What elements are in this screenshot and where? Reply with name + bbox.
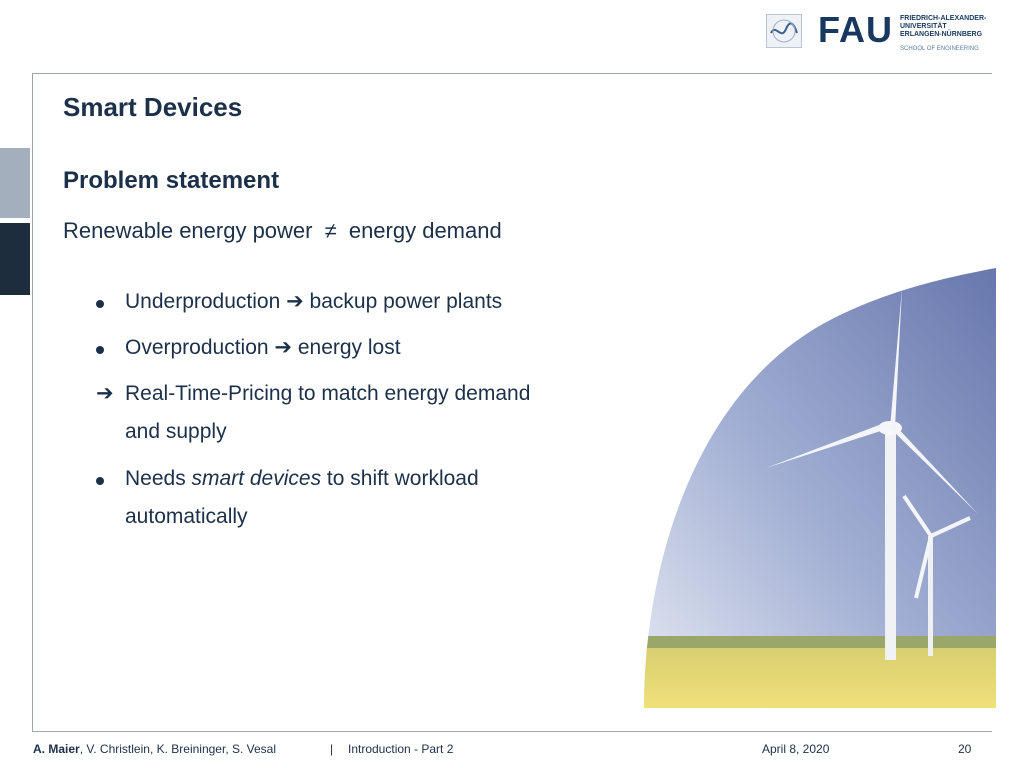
- frame-top-line: [32, 73, 992, 74]
- wind-turbine-illustration: [644, 268, 996, 708]
- bullet-dot-icon: [96, 346, 104, 354]
- footer-separator: |: [330, 742, 334, 756]
- school-name: SCHOOL OF ENGINEERING: [900, 46, 979, 52]
- not-equal-symbol: ≠: [324, 218, 337, 243]
- fau-logo: FAU: [818, 9, 893, 50]
- bullet-text-continued: automatically: [125, 505, 248, 528]
- footer-course: Introduction - Part 2: [348, 742, 454, 756]
- arrow-right-icon: ➔: [96, 382, 114, 405]
- bullet-text: Needs smart devices to shift workload: [125, 467, 479, 490]
- bullet-text: Underproduction ➔ backup power plants: [125, 290, 503, 313]
- institute-logo-icon: [766, 14, 802, 48]
- section-subtitle: Problem statement: [63, 167, 280, 194]
- bullet-text-continued: and supply: [125, 420, 227, 443]
- bullet-dot-icon: [96, 477, 104, 485]
- section-marker-dark: [0, 223, 30, 295]
- emphasis-text: smart devices: [191, 467, 322, 490]
- frame-left-line: [32, 73, 33, 732]
- problem-statement: Renewable energy power ≠ energy demand: [63, 218, 502, 244]
- bullet-text: Overproduction ➔ energy lost: [125, 336, 401, 359]
- slide-title: Smart Devices: [63, 92, 243, 122]
- section-marker-light: [0, 148, 30, 218]
- statement-right: energy demand: [348, 218, 502, 243]
- footer-date: April 8, 2020: [762, 742, 830, 756]
- bullet-text: Real-Time-Pricing to match energy demand: [125, 382, 531, 405]
- bullet-dot-icon: [96, 300, 104, 308]
- footer-authors: A. Maier, V. Christlein, K. Breininger, …: [33, 742, 277, 756]
- university-name: FRIEDRICH-ALEXANDER- UNIVERSITÄT ERLANGE…: [900, 15, 987, 38]
- page-number: 20: [958, 742, 972, 756]
- frame-bottom-line: [32, 731, 992, 732]
- statement-left: Renewable energy power: [63, 218, 313, 243]
